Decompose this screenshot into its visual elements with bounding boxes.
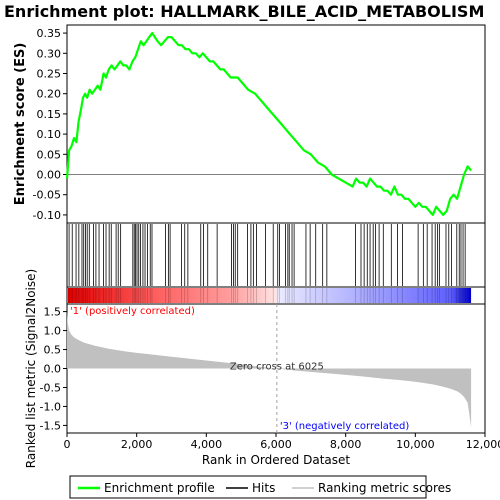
es-ytick-label: 0.10 (37, 128, 62, 141)
metric-ytick-label: -0.5 (40, 381, 61, 394)
es-ytick-label: 0.15 (37, 108, 62, 121)
es-ytick-label: 0.20 (37, 88, 62, 101)
legend-label-hits: Hits (252, 481, 275, 495)
legend-label-ranking: Ranking metric scores (318, 481, 451, 495)
chart-title: Enrichment plot: HALLMARK_BILE_ACID_META… (4, 2, 484, 21)
ranking-metric-area (67, 311, 472, 428)
x-tick-label: 2,000 (121, 438, 153, 451)
es-plot-frame (66, 24, 486, 224)
metric-ytick-label: 1.0 (44, 325, 62, 338)
es-ytick-label: 0.30 (37, 47, 62, 60)
metric-axis-label: Ranked list metric (Signal2Noise) (24, 269, 38, 468)
legend-box (69, 475, 427, 499)
hits-panel (66, 222, 486, 305)
hits-frame (66, 222, 486, 288)
negative-correlation-label: '3' (negatively correlated) (280, 421, 409, 432)
x-tick-label: 12,000 (466, 438, 500, 451)
positive-correlation-label: '1' (positively correlated) (70, 306, 195, 317)
legend-label-enrichment: Enrichment profile (104, 481, 215, 495)
es-ytick-label: 0.00 (37, 169, 62, 182)
x-tick-label: 0 (64, 438, 71, 451)
es-ytick-label: -0.10 (33, 209, 61, 222)
es-ytick-label: 0.05 (37, 148, 62, 161)
x-tick-label: 4,000 (191, 438, 223, 451)
zero-cross-label: Zero cross at 6025 (230, 362, 324, 373)
es-ytick-label: 0.35 (37, 27, 62, 40)
ranked-metric-panel: 1.5 1.0 0.5 0.0 -0.5 -1.0 -1.50 2,000 4,000 6,000… (40, 303, 500, 451)
es-ytick-label: 0.25 (37, 67, 62, 80)
legend: Enrichment profile Hits Ranking metric s… (69, 475, 451, 499)
x-tick-label: 6,000 (260, 438, 292, 451)
x-tick-label: 8,000 (330, 438, 362, 451)
es-panel: 0.35 0.30 0.25 0.20 0.15 0.10 0.05 0.00 -0.05 -0.… (33, 24, 486, 224)
metric-ytick-label: 1.5 (44, 306, 62, 319)
metric-ytick-label: 0.0 (44, 363, 62, 376)
x-axis-label: Rank in Ordered Dataset (202, 453, 350, 467)
x-tick-label: 10,000 (396, 438, 435, 451)
metric-ytick-label: 0.5 (44, 344, 62, 357)
rank-colorbar (68, 288, 472, 303)
es-axis-label: Enrichment score (ES) (13, 43, 28, 206)
metric-ytick-label: -1.5 (40, 419, 61, 432)
es-ytick-label: -0.05 (33, 189, 61, 202)
metric-ytick-label: -1.0 (40, 400, 61, 413)
enrichment-profile-line (65, 31, 472, 216)
